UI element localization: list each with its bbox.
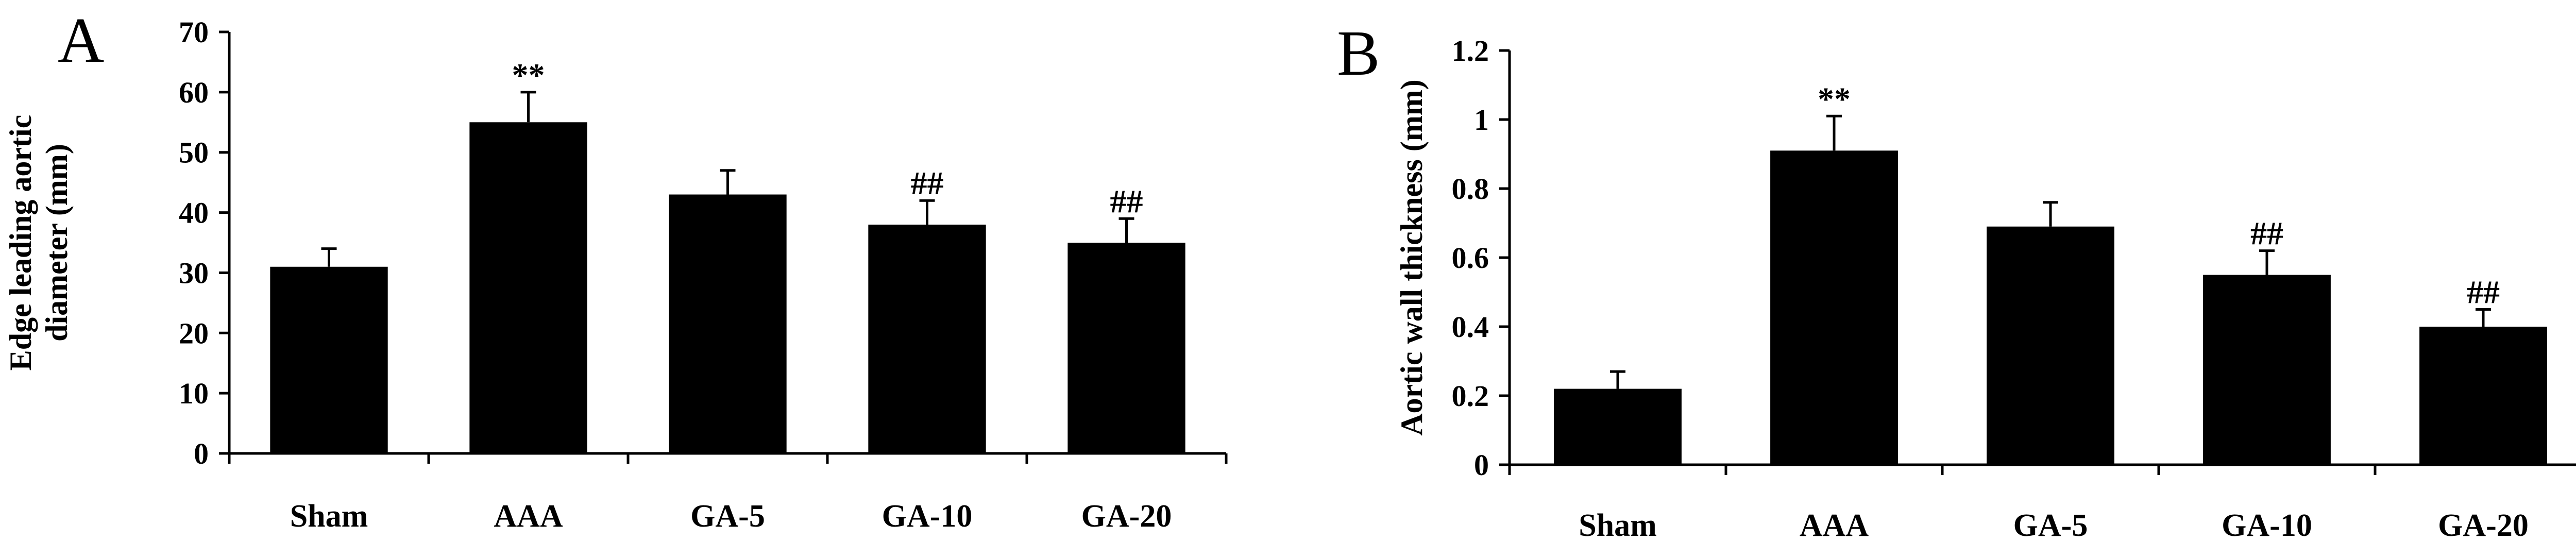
y-tick-label: 0.8 <box>1452 172 1489 206</box>
significance-mark: ** <box>512 57 545 93</box>
y-tick-label: 0 <box>194 437 209 470</box>
bar <box>2419 327 2547 465</box>
panel-label: B <box>1337 18 1380 89</box>
y-axis-label: diameter (mm) <box>40 144 74 342</box>
bar <box>1067 243 1185 453</box>
y-tick-label: 30 <box>179 256 209 290</box>
bar <box>1554 388 1682 465</box>
y-axis-label: Edge leading aortic <box>4 115 38 371</box>
y-tick-label: 70 <box>179 15 209 49</box>
y-axis-label: Aortic wall thickness (mm) <box>1395 79 1429 436</box>
y-tick-label: 20 <box>179 316 209 350</box>
category-label: AAA <box>494 499 563 534</box>
panel-label: A <box>58 5 104 76</box>
y-tick-label: 10 <box>179 377 209 410</box>
y-tick-label: 0.6 <box>1452 241 1489 275</box>
significance-mark: ** <box>1818 80 1851 117</box>
panel-a: A 0 10 20 30 40 50 60 70 Sham ** AAA GA-5 ## GA-10 ## GA… <box>4 5 1228 534</box>
y-tick-label: 0.2 <box>1452 379 1489 413</box>
bar <box>1987 226 2114 465</box>
bar <box>868 224 986 453</box>
panel-b: B 0 0.2 0.4 0.6 0.8 1 1.2 Sham ** AAA GA-5 ## GA-10 ##… <box>1337 18 2576 543</box>
category-label: AAA <box>1800 508 1869 543</box>
category-label: GA-20 <box>1081 499 1172 534</box>
category-label: GA-5 <box>690 499 765 534</box>
significance-mark: ## <box>911 165 944 201</box>
significance-mark: ## <box>1110 183 1143 219</box>
y-tick-label: 50 <box>179 136 209 170</box>
category-label: GA-10 <box>2222 508 2312 543</box>
bar <box>669 194 787 453</box>
bar <box>270 266 388 453</box>
category-label: GA-5 <box>2013 508 2088 543</box>
y-tick-label: 40 <box>179 196 209 230</box>
category-label: GA-20 <box>2438 508 2529 543</box>
bar <box>2203 275 2331 465</box>
y-tick-label: 1 <box>1474 103 1489 137</box>
y-tick-label: 60 <box>179 76 209 109</box>
bar <box>1770 150 1898 465</box>
y-tick-label: 0 <box>1474 448 1489 482</box>
y-tick-label: 1.2 <box>1452 34 1489 67</box>
y-tick-label: 0.4 <box>1452 310 1489 344</box>
bar <box>469 122 587 454</box>
category-label: Sham <box>1579 508 1657 543</box>
category-label: GA-10 <box>882 499 973 534</box>
significance-mark: ## <box>2250 215 2283 252</box>
significance-mark: ## <box>2467 274 2500 311</box>
category-label: Sham <box>290 499 368 534</box>
